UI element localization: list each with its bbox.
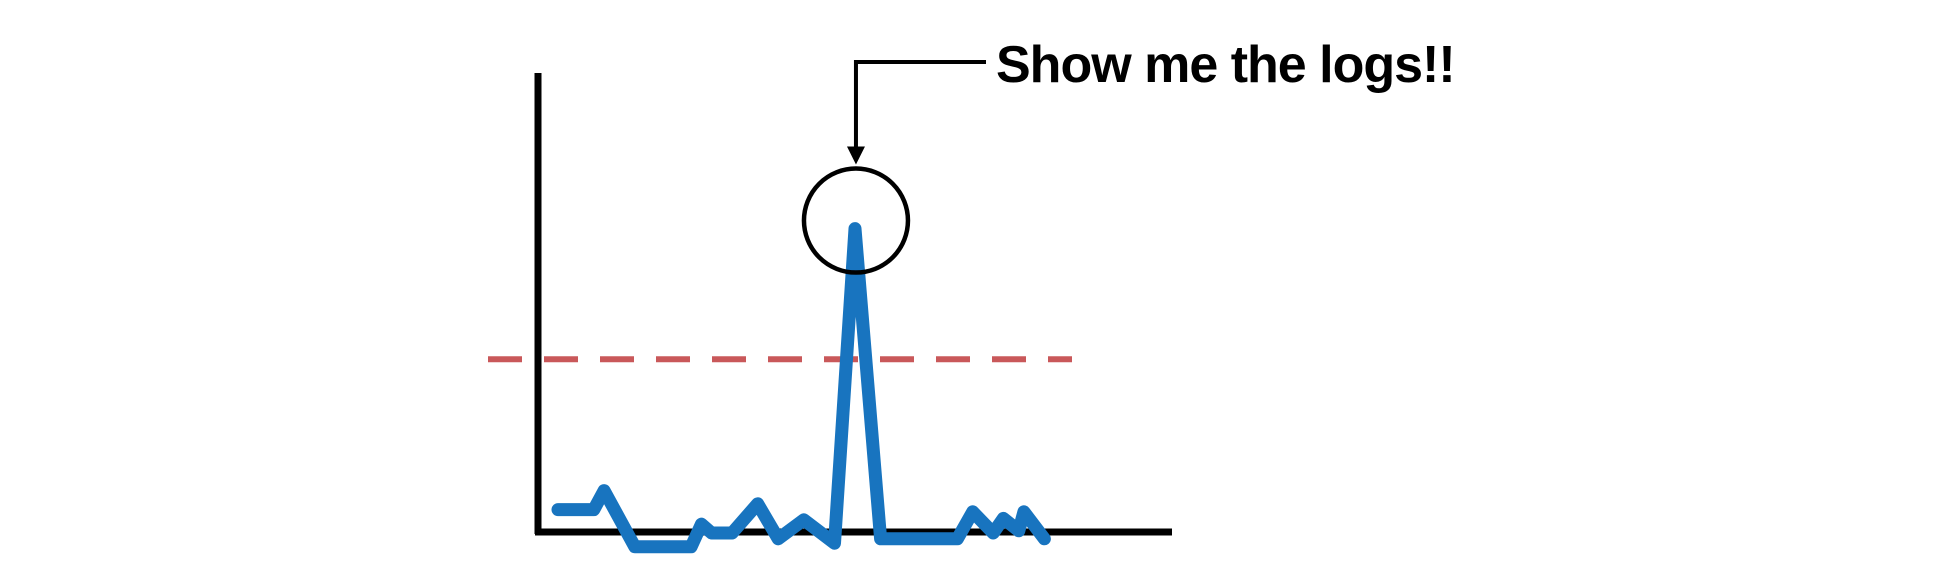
arrowhead-icon	[846, 146, 865, 165]
annotation-circle	[801, 166, 911, 275]
annotation-label: Show me the logs!!	[996, 36, 1455, 94]
annotation-connector	[853, 60, 986, 149]
series-line	[551, 222, 1051, 554]
